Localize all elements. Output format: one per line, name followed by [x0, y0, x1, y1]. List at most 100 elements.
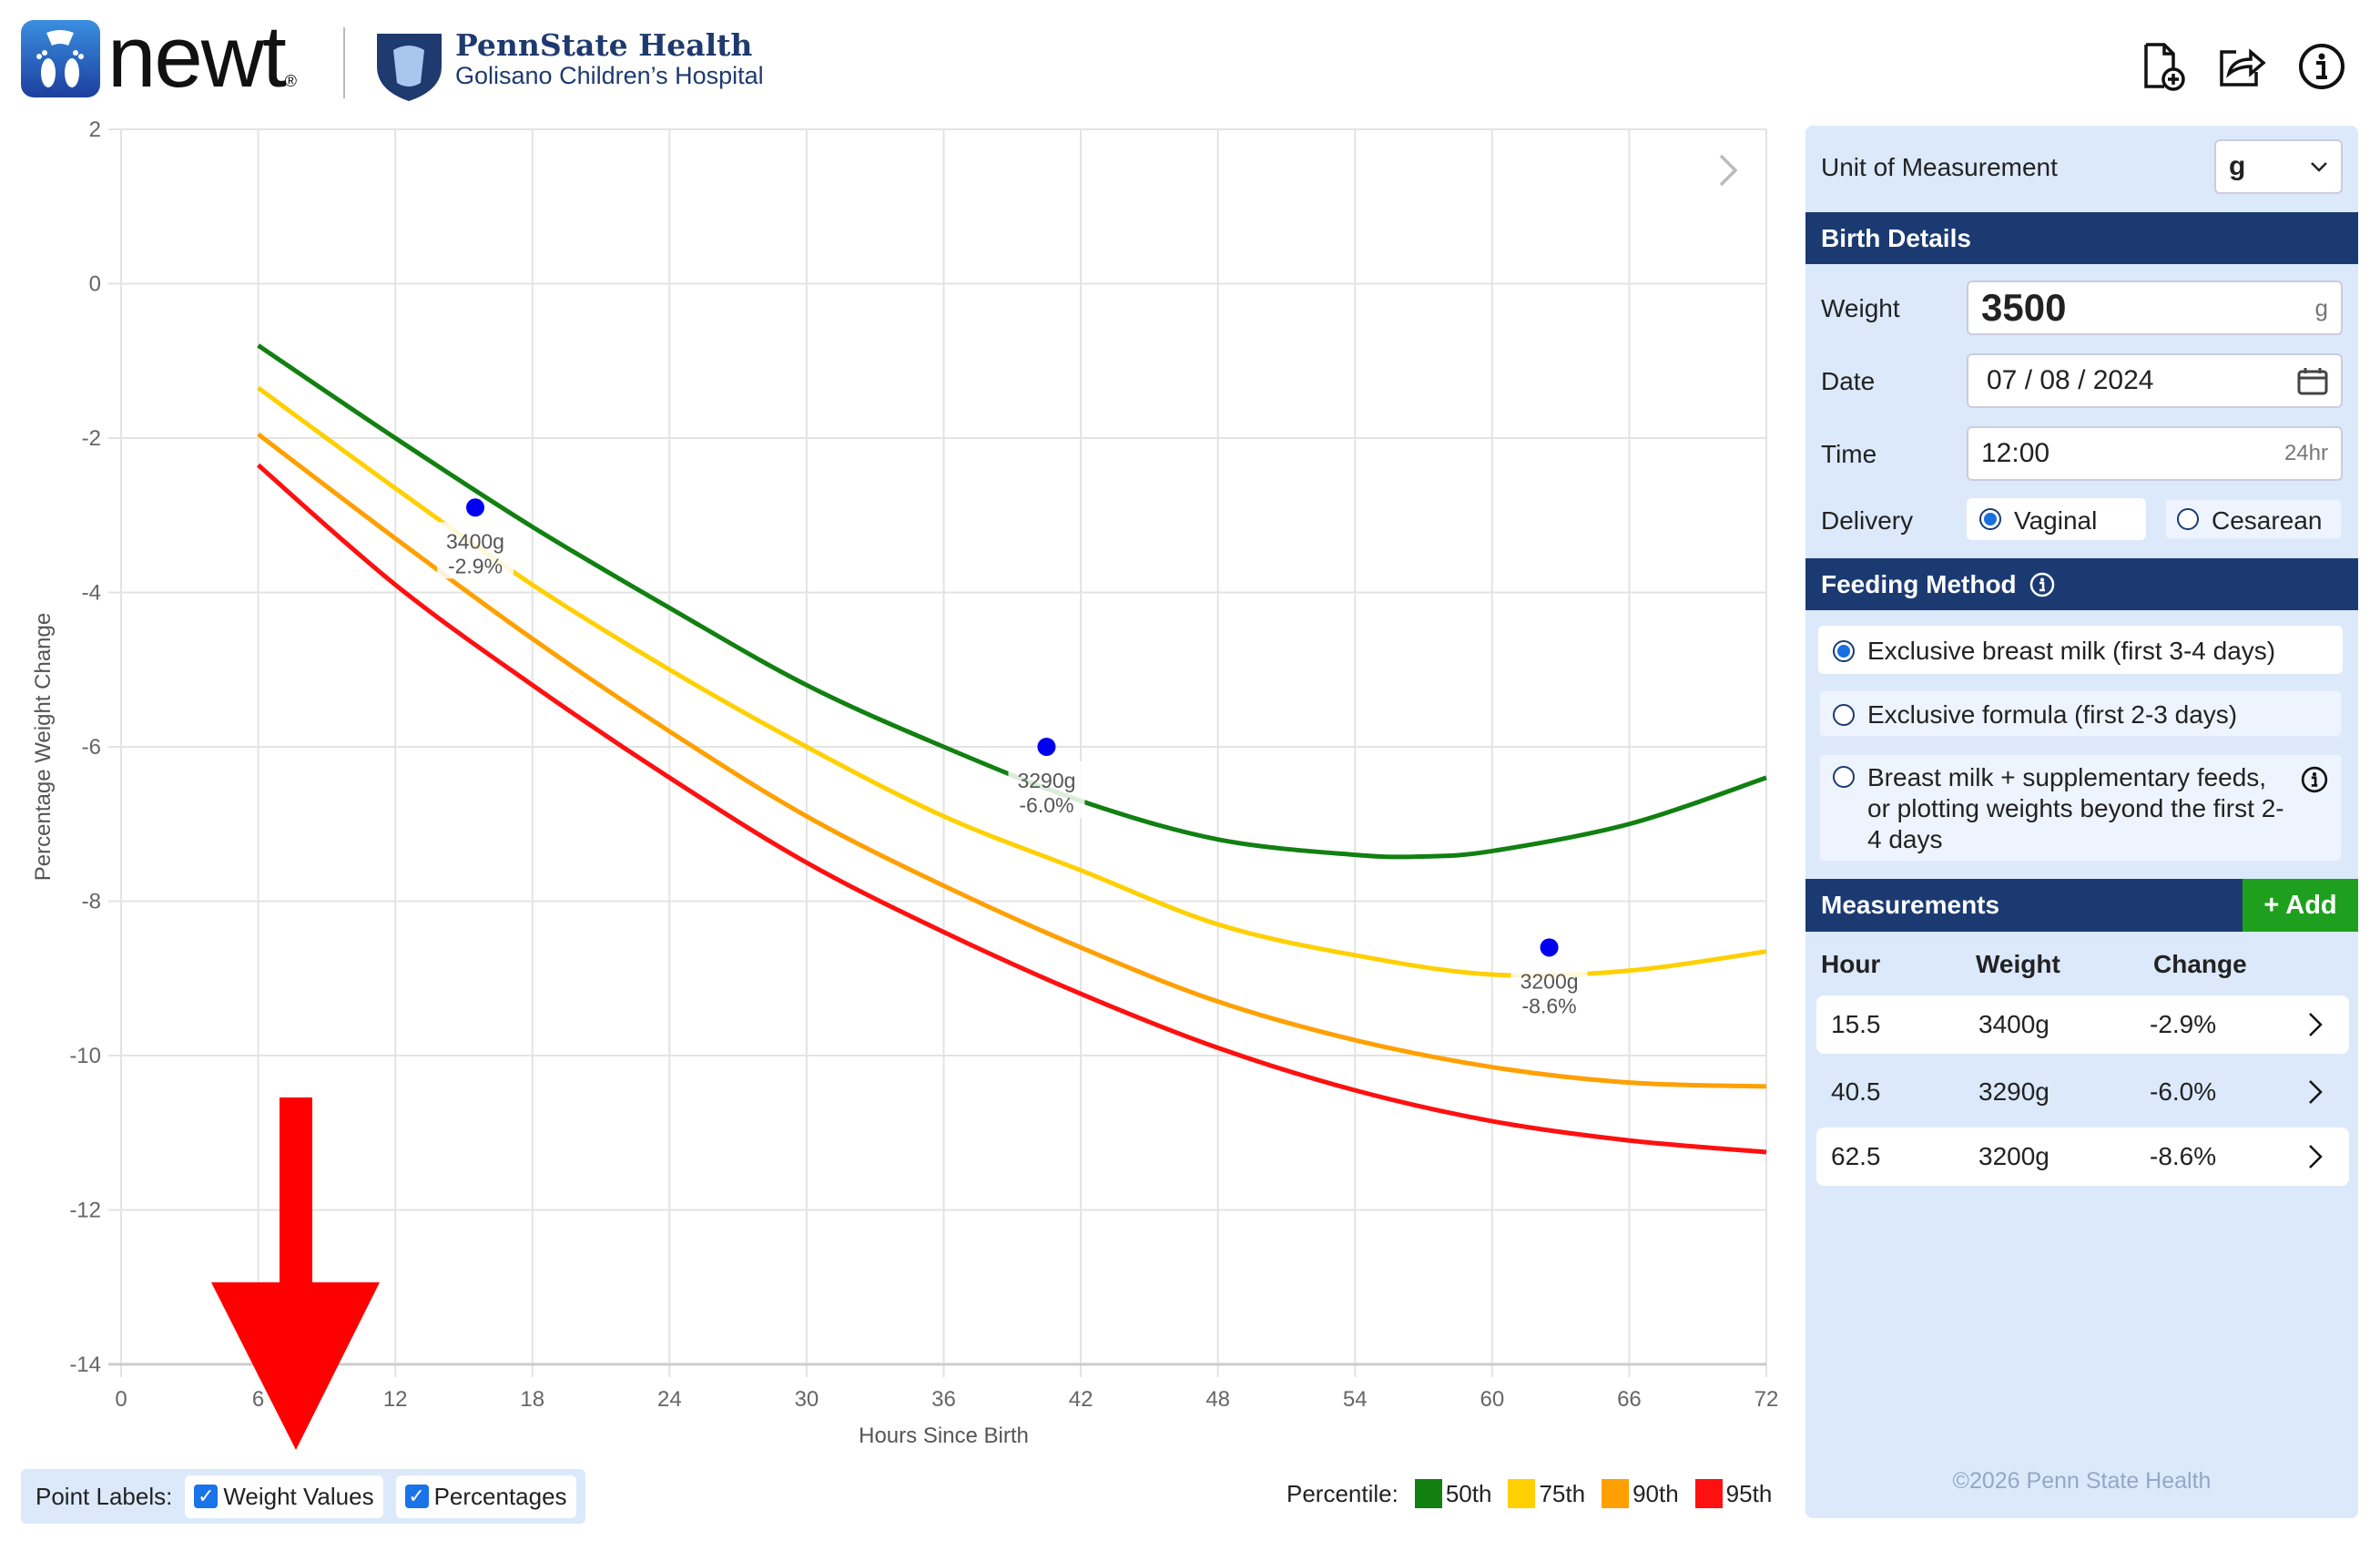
point-weight-label: 3200g: [1521, 969, 1579, 993]
chevron-right-icon[interactable]: [1712, 150, 1744, 195]
row-weight: 3290g: [1978, 1077, 2049, 1106]
copyright-footer: ©2026 Penn State Health: [1952, 1468, 2212, 1494]
feeding-option-label: Exclusive breast milk (first 3-4 days): [1867, 637, 2276, 665]
x-tick-label: 66: [1617, 1387, 1642, 1412]
unit-value: g: [2229, 151, 2246, 181]
weight-values-checkbox[interactable]: ✓ Weight Values: [185, 1475, 383, 1518]
birth-date-input[interactable]: 07 / 08 / 2024: [1967, 353, 2343, 408]
y-axis-title: Percentage Weight Change: [31, 613, 56, 881]
date-value: 07 / 08 / 2024: [1987, 365, 2154, 395]
feeding-option-formula[interactable]: Exclusive formula (first 2-3 days): [1818, 689, 2343, 738]
point-label-bg: [1008, 761, 1085, 818]
legend-swatch-95th: [1694, 1479, 1723, 1508]
col-weight: Weight: [1976, 950, 2060, 978]
feeding-option-label: Breast milk + supplementary feeds, or pl…: [1867, 763, 2284, 853]
weight-value: 3500: [1981, 286, 2067, 329]
percentages-label: Percentages: [433, 1482, 567, 1510]
info-icon[interactable]: [2029, 572, 2055, 597]
delivery-label: Delivery: [1821, 506, 1914, 535]
x-tick-label: 42: [1069, 1387, 1093, 1412]
point-labels-bar: Point Labels: ✓ Weight Values ✓ Percentage…: [21, 1469, 585, 1524]
unit-label: Unit of Measurement: [1821, 153, 2058, 181]
legend-swatch-75th: [1508, 1479, 1536, 1508]
chevron-right-icon: [2309, 1080, 2323, 1104]
legend-label-90th: 90th: [1632, 1479, 1679, 1507]
birth-weight-input[interactable]: 3500 g: [1967, 281, 2343, 335]
x-tick-label: 12: [383, 1387, 408, 1412]
org-name: PennState Health: [455, 27, 753, 63]
calendar-icon[interactable]: [2297, 366, 2328, 395]
measurement-row[interactable]: 62.5 3200g -8.6%: [1816, 1128, 2349, 1186]
x-tick-label: 24: [657, 1387, 682, 1412]
radio-selected-icon: [1979, 508, 2001, 530]
measurement-row[interactable]: 15.5 3400g -2.9%: [1816, 995, 2349, 1054]
info-icon[interactable]: [2301, 766, 2328, 793]
percentile-line-90th: [257, 432, 1767, 1089]
radio-selected-icon: [1833, 640, 1855, 662]
y-tick-label: -10: [69, 1044, 101, 1068]
birth-details-header: Birth Details: [1805, 212, 2358, 264]
measurement-point: [1037, 738, 1056, 756]
weight-unit: g: [2314, 293, 2328, 321]
x-tick-label: 18: [520, 1387, 544, 1412]
x-tick-label: 72: [1754, 1387, 1779, 1412]
legend-label-95th: 95th: [1725, 1479, 1773, 1507]
new-file-icon[interactable]: [2137, 41, 2188, 92]
info-icon[interactable]: [2296, 41, 2347, 92]
birth-time-input[interactable]: 12:00 24hr: [1967, 426, 2343, 481]
checkbox-checked-icon: ✓: [404, 1485, 429, 1508]
app-logo-text: newt®: [107, 8, 297, 106]
chevron-right-icon: [2309, 1013, 2323, 1036]
org-subtitle: Golisano Children’s Hospital: [455, 62, 764, 89]
checkbox-checked-icon: ✓: [194, 1485, 219, 1508]
unit-select[interactable]: g: [2214, 139, 2343, 194]
weight-values-label: Weight Values: [223, 1482, 374, 1510]
legend-swatch-90th: [1602, 1479, 1630, 1508]
vaginal-label: Vaginal: [2014, 506, 2098, 535]
percentile-label: Percentile:: [1287, 1479, 1399, 1507]
share-icon[interactable]: [2216, 41, 2267, 92]
point-weight-label: 3290g: [1017, 769, 1075, 792]
point-labels-label: Point Labels:: [36, 1482, 173, 1510]
y-tick-label: -2: [82, 426, 101, 451]
percentile-line-95th: [256, 463, 1767, 1155]
feeding-option-mixed[interactable]: Breast milk + supplementary feeds, or pl…: [1818, 753, 2343, 862]
feeding-title: Feeding Method: [1821, 569, 2017, 598]
chevron-down-icon: [2311, 162, 2327, 172]
radio-unselected-icon: [1833, 766, 1855, 788]
add-measurement-button[interactable]: + Add: [2243, 879, 2358, 932]
logo-divider: [343, 27, 345, 98]
time-hint: 24hr: [2283, 441, 2328, 465]
y-tick-label: -4: [82, 581, 101, 606]
x-tick-label: 48: [1205, 1387, 1230, 1412]
weight-label: Weight: [1821, 294, 1900, 322]
weight-chart: 0 6 12 18 24 30 36 42 48 54 60 66 72 2 0 -2 -4 -6 -8 -10 -12…: [31, 117, 1779, 1448]
row-weight: 3400g: [1978, 1010, 2049, 1038]
row-hour: 15.5: [1831, 1010, 1881, 1038]
feeding-option-label: Exclusive formula (first 2-3 days): [1867, 700, 2238, 729]
x-tick-label: 0: [115, 1387, 127, 1412]
delivery-vaginal-radio[interactable]: Vaginal: [1967, 498, 2146, 540]
measurement-row[interactable]: 40.5 3290g -6.0%: [1816, 1063, 2349, 1121]
percentages-checkbox[interactable]: ✓ Percentages: [395, 1475, 576, 1518]
legend-swatch-50th: [1414, 1479, 1442, 1508]
radio-unselected-icon: [1833, 704, 1855, 726]
y-tick-label: 2: [89, 117, 101, 142]
chevron-right-icon: [2309, 1145, 2323, 1169]
point-percent-label: -2.9%: [448, 554, 503, 577]
measurements-header: Measurements: [1805, 879, 2243, 932]
point-percent-label: -8.6%: [1522, 994, 1577, 1017]
radio-unselected-icon: [2177, 508, 2199, 530]
point-label-bg: [437, 522, 514, 579]
y-tick-label: -8: [82, 890, 101, 914]
percentile-line-75th: [257, 385, 1767, 978]
percentile-legend: Percentile: 50th 75th 90th 95th: [1287, 1479, 1772, 1508]
row-change: -6.0%: [2150, 1077, 2217, 1106]
time-label: Time: [1821, 440, 1877, 468]
measurement-point: [466, 498, 485, 517]
row-change: -8.6%: [2150, 1142, 2217, 1170]
x-tick-label: 6: [252, 1387, 264, 1412]
delivery-cesarean-radio[interactable]: Cesarean: [2164, 498, 2343, 540]
feeding-option-breast-milk[interactable]: Exclusive breast milk (first 3-4 days): [1818, 626, 2343, 674]
point-weight-label: 3400g: [446, 529, 504, 553]
